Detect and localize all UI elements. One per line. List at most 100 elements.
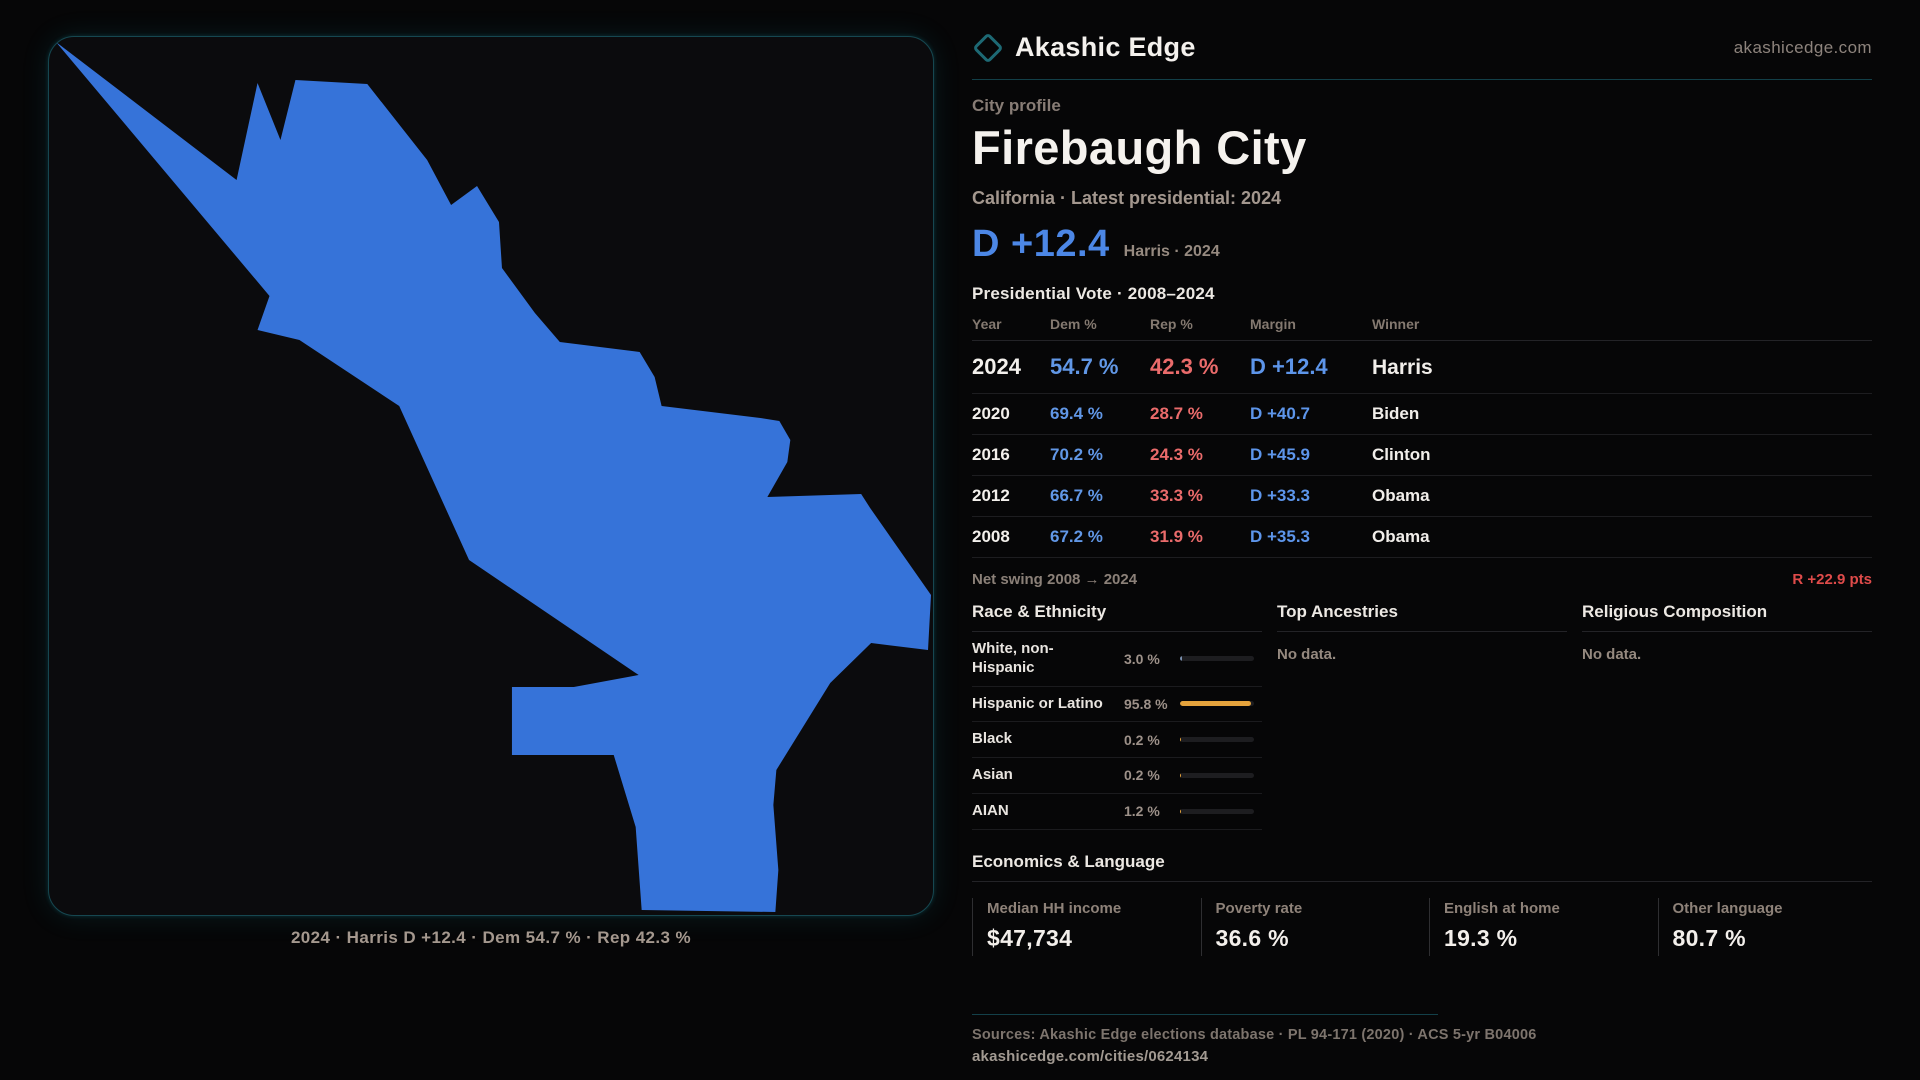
cell-year: 2020 [972,404,1010,423]
cell-margin: D +33.3 [1250,486,1311,505]
race-bar [1180,808,1254,814]
race-bar [1180,701,1254,707]
race-value: 3.0 % [1124,650,1160,667]
page-kicker: City profile [972,96,1061,115]
net-swing-value: R +22.9 pts [1792,571,1872,588]
stat-value: 80.7 % [1672,924,1746,951]
race-bar [1180,656,1254,662]
economics-stats: Median HH income $47,734 Poverty rate 36… [972,897,1873,956]
cell-year: 2016 [972,445,1010,464]
cell-rep: 31.9 % [1150,527,1203,546]
race-value: 95.8 % [1124,695,1168,712]
stat-value: 36.6 % [1215,924,1289,951]
cell-rep: 24.3 % [1150,445,1203,464]
ancestries-section-title: Top Ancestries [1277,602,1567,632]
list-item: White, non-Hispanic 3.0 % [972,632,1262,687]
cell-year: 2008 [972,527,1010,546]
headline-margin: D +12.4 Harris · 2024 [972,223,1872,266]
stat-english-at-home: English at home 19.3 % [1429,897,1644,956]
stat-poverty-rate: Poverty rate 36.6 % [1200,897,1416,956]
headline-margin-context: Harris · 2024 [1123,243,1220,260]
col-year: Year [972,316,1002,332]
map-caption: 2024 · Harris D +12.4 · Dem 54.7 % · Rep… [290,928,692,947]
cell-margin: D +35.3 [1250,527,1311,546]
stat-other-language: Other language 80.7 % [1657,897,1873,956]
ancestries-empty-state: No data. [1277,646,1337,663]
cell-winner: Obama [1372,527,1430,546]
stat-label: Other language [1672,899,1783,917]
cell-dem: 67.2 % [1050,527,1103,546]
stat-median-income: Median HH income $47,734 [972,897,1187,956]
cell-rep: 42.3 % [1150,354,1219,379]
stat-value: $47,734 [987,924,1073,951]
col-dem: Dem % [1050,316,1097,332]
app-header: Akashic Edge akashicedge.com [972,24,1872,80]
footer-permalink[interactable]: akashicedge.com/cities/0624134 [972,1047,1209,1065]
col-rep: Rep % [1150,316,1193,332]
stat-label: Median HH income [987,899,1122,917]
cell-rep: 33.3 % [1150,486,1203,505]
footer-sources: Sources: Akashic Edge elections database… [972,1026,1537,1043]
cell-dem: 66.7 % [1050,486,1103,505]
race-value: 1.2 % [1124,803,1160,820]
footer: Sources: Akashic Edge elections database… [972,1013,1872,1065]
table-row: 2016 70.2 % 24.3 % D +45.9 Clinton [972,435,1872,476]
race-label: White, non-Hispanic [972,640,1054,676]
brand-diamond-icon [972,31,1004,64]
page-subtitle: California · Latest presidential: 2024 [972,188,1282,208]
brand-name: Akashic Edge [1015,32,1196,62]
race-bar [1180,772,1254,778]
headline-margin-value: D +12.4 [972,223,1110,265]
city-profile-panel: Akashic Edge akashicedge.com City profil… [972,24,1872,1065]
cell-margin: D +40.7 [1250,404,1311,423]
city-map [55,42,932,912]
table-row: 2020 69.4 % 28.7 % D +40.7 Biden [972,394,1872,435]
cell-dem: 70.2 % [1050,445,1103,464]
race-label: Asian [972,766,1013,783]
race-label: Black [972,730,1013,748]
stat-label: Poverty rate [1215,899,1303,917]
table-row: 2008 67.2 % 31.9 % D +35.3 Obama [972,517,1872,558]
cell-winner: Clinton [1372,445,1431,464]
list-item: Asian 0.2 % [972,758,1262,794]
cell-margin: D +12.4 [1250,354,1328,379]
col-margin: Margin [1250,316,1296,332]
race-value: 0.2 % [1124,731,1160,748]
race-ethnicity-section: Race & Ethnicity White, non-Hispanic 3.0… [972,602,1262,830]
vote-table-header: Year Dem % Rep % Margin Winner [972,316,1872,341]
table-row: 2012 66.7 % 33.3 % D +33.3 Obama [972,476,1872,517]
ancestries-section: Top Ancestries No data. [1277,602,1567,830]
table-row: 2024 54.7 % 42.3 % D +12.4 Harris [972,341,1872,394]
religion-empty-state: No data. [1582,646,1642,663]
cell-winner: Harris [1372,356,1433,379]
vote-table-title: Presidential Vote · 2008–2024 [972,284,1215,303]
footer-divider [972,1013,1438,1015]
cell-rep: 28.7 % [1150,404,1203,423]
cell-dem: 54.7 % [1050,354,1119,379]
list-item: AIAN 1.2 % [972,794,1262,830]
city-map-card [48,36,934,916]
race-section-title: Race & Ethnicity [972,602,1262,632]
brand-domain-link[interactable]: akashicedge.com [1733,37,1872,57]
city-boundary-shape [55,42,932,912]
cell-year: 2024 [972,354,1021,379]
race-label: AIAN [972,801,1009,819]
list-item: Black 0.2 % [972,722,1262,758]
page-title: Firebaugh City [972,121,1307,174]
col-winner: Winner [1372,316,1420,332]
cell-year: 2012 [972,486,1010,505]
race-bar-fill [1180,808,1181,814]
race-bar [1180,737,1254,743]
religion-section: Religious Composition No data. [1582,602,1872,830]
cell-dem: 69.4 % [1050,404,1103,423]
list-item: Hispanic or Latino 95.8 % [972,687,1262,723]
race-bar-fill [1180,701,1251,707]
cell-winner: Obama [1372,486,1430,505]
economics-section-title: Economics & Language [972,852,1872,882]
net-swing-label: Net swing 2008 → 2024 [972,571,1138,588]
vote-table: Year Dem % Rep % Margin Winner 2024 54.7… [972,316,1872,558]
religion-section-title: Religious Composition [1582,602,1872,632]
cell-winner: Biden [1372,404,1420,423]
race-value: 0.2 % [1124,767,1160,784]
cell-margin: D +45.9 [1250,445,1311,464]
